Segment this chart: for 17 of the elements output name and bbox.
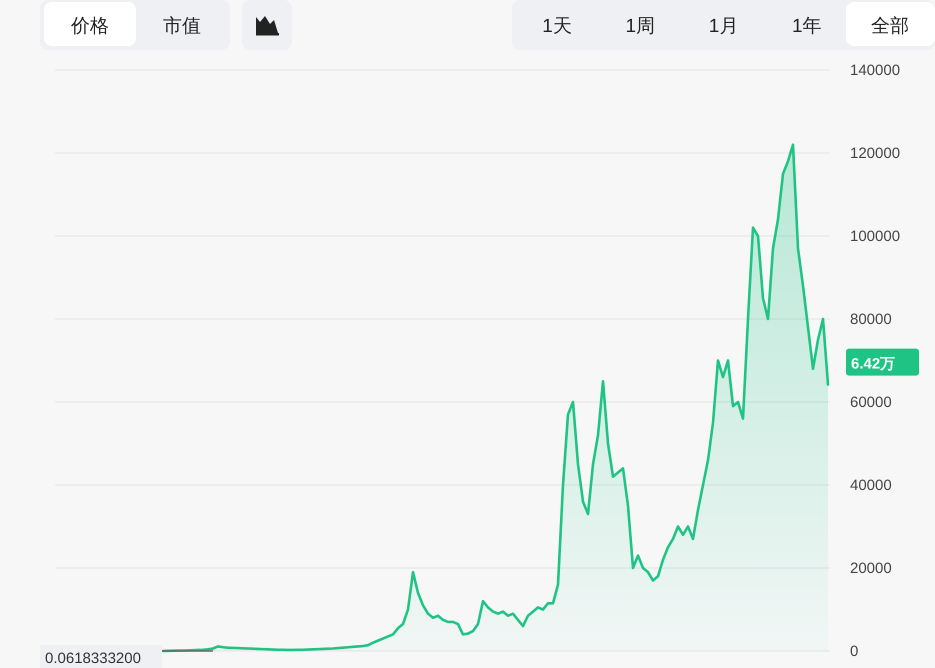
text: 1年 [792, 16, 822, 37]
text: 6.42万 [851, 356, 896, 373]
text: 1周 [625, 16, 656, 37]
text: 1月 [708, 16, 738, 37]
y-tick-label: 0 [850, 643, 858, 660]
y-tick-label: 120000 [850, 145, 900, 162]
text: 0.0618333200 [45, 650, 141, 667]
y-tick-label: 40000 [850, 477, 892, 494]
y-tick-label: 140000 [850, 62, 900, 79]
y-tick-label: 20000 [850, 560, 892, 577]
text: 市值 [163, 15, 201, 37]
text: 全部 [871, 15, 909, 37]
y-tick-label: 80000 [850, 311, 892, 328]
text: 价格 [70, 16, 109, 37]
y-tick-label: 100000 [850, 228, 900, 245]
text: 1天 [542, 16, 572, 37]
y-tick-label: 60000 [850, 394, 892, 411]
